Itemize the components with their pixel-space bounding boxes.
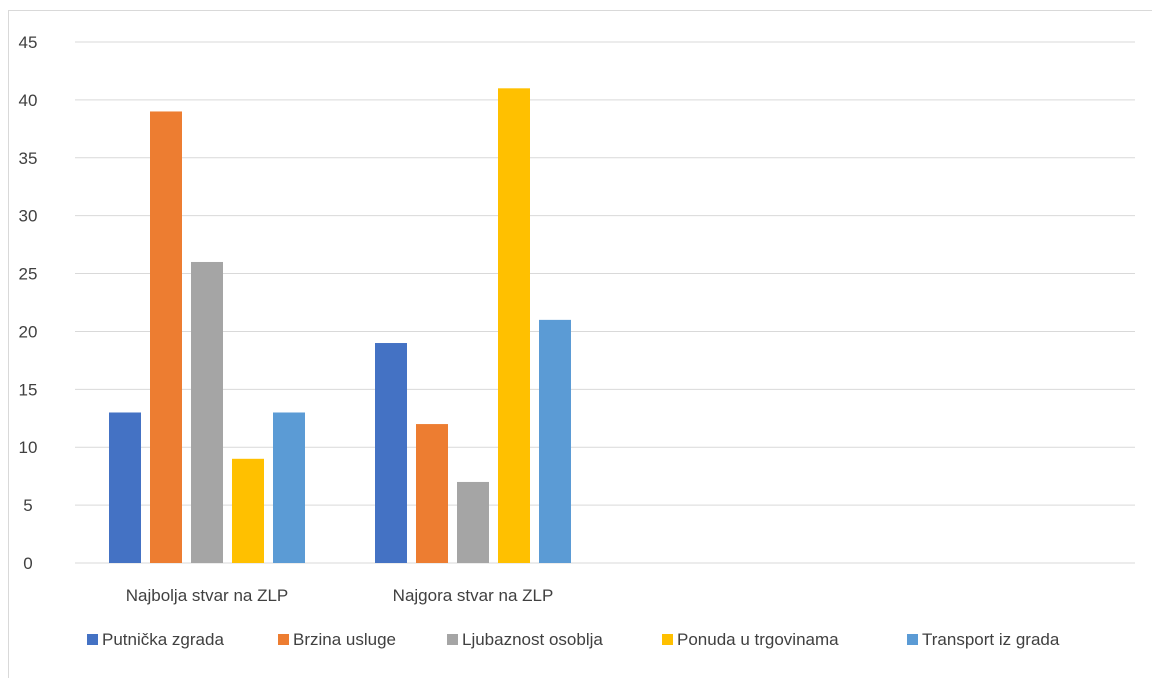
- y-tick-label: 5: [23, 496, 32, 515]
- legend: Putnička zgrada Brzina usluge Ljubaznost o…: [87, 630, 1060, 649]
- bar-1-0: [375, 343, 407, 563]
- legend-label: Brzina usluge: [293, 630, 396, 649]
- y-axis-tick-labels: 0 5 10 15 20 25 30 35 40 45: [19, 33, 38, 573]
- legend-swatch: [278, 634, 289, 645]
- x-category-label: Najgora stvar na ZLP: [393, 586, 554, 605]
- bar-0-1: [150, 111, 182, 563]
- y-tick-label: 25: [19, 265, 38, 284]
- legend-item: Ljubaznost osoblja: [447, 630, 603, 649]
- bar-0-0: [109, 412, 141, 563]
- legend-item: Brzina usluge: [278, 630, 396, 649]
- bars: [109, 88, 571, 564]
- bar-1-1: [416, 424, 448, 563]
- legend-item: Transport iz grada: [907, 630, 1060, 649]
- y-tick-label: 0: [23, 554, 32, 573]
- y-tick-label: 20: [19, 322, 38, 341]
- chart-frame: [8, 10, 1152, 678]
- gridlines: [75, 41, 1135, 564]
- legend-item: Ponuda u trgovinama: [662, 630, 839, 649]
- bar-0-4: [273, 412, 305, 563]
- y-tick-label: 15: [19, 380, 38, 399]
- legend-item: Putnička zgrada: [87, 630, 224, 649]
- legend-label: Transport iz grada: [922, 630, 1060, 649]
- y-tick-label: 35: [19, 149, 38, 168]
- bar-1-4: [539, 319, 571, 563]
- legend-swatch: [87, 634, 98, 645]
- legend-label: Ponuda u trgovinama: [677, 630, 839, 649]
- legend-swatch: [447, 634, 458, 645]
- bar-0-3: [232, 458, 264, 563]
- bar-1-2: [457, 481, 489, 563]
- y-tick-label: 30: [19, 207, 38, 226]
- legend-label: Ljubaznost osoblja: [462, 630, 603, 649]
- legend-swatch: [662, 634, 673, 645]
- bar-1-3: [498, 88, 530, 564]
- y-tick-label: 10: [19, 438, 38, 457]
- legend-swatch: [907, 634, 918, 645]
- y-tick-label: 45: [19, 33, 38, 52]
- y-tick-label: 40: [19, 91, 38, 110]
- bar-0-2: [191, 261, 223, 563]
- x-axis-category-labels: Najbolja stvar na ZLP Najgora stvar na ZL…: [126, 586, 554, 605]
- legend-label: Putnička zgrada: [102, 630, 224, 649]
- x-category-label: Najbolja stvar na ZLP: [126, 586, 289, 605]
